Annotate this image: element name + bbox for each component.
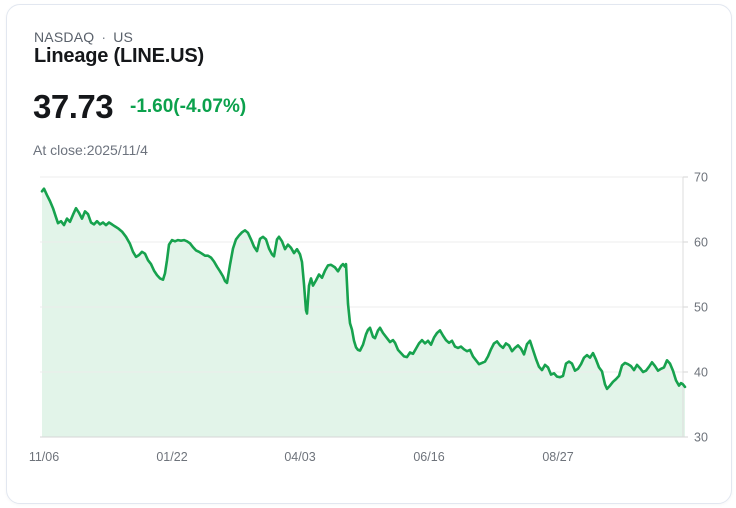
- market-info: NASDAQ · US: [34, 29, 133, 45]
- x-axis-label: 06/16: [413, 450, 444, 464]
- y-axis-label: 70: [694, 170, 708, 184]
- x-axis-label: 08/27: [542, 450, 573, 464]
- y-axis-label: 60: [694, 235, 708, 249]
- x-axis-label: 11/06: [29, 450, 59, 464]
- x-axis-label: 04/03: [284, 450, 315, 464]
- y-axis-label: 40: [694, 365, 708, 379]
- price-change: -1.60(-4.07%): [130, 96, 247, 117]
- x-axis-label: 01/22: [156, 450, 187, 464]
- as-of-timestamp: At close:2025/11/4: [33, 142, 148, 158]
- region-label: US: [113, 29, 134, 45]
- y-axis-label: 50: [694, 300, 708, 314]
- dot-separator: ·: [101, 29, 107, 45]
- page-title: Lineage (LINE.US): [34, 45, 204, 67]
- y-axis-label: 30: [694, 430, 708, 444]
- area-fill: [42, 188, 685, 437]
- price-line: [40, 187, 687, 391]
- exchange-label: NASDAQ: [34, 29, 95, 45]
- last-price: 37.73: [33, 88, 114, 125]
